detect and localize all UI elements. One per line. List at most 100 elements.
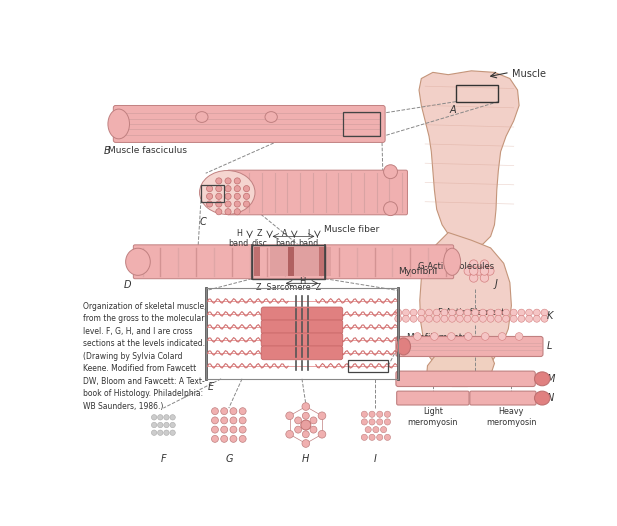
Ellipse shape — [234, 193, 241, 199]
FancyBboxPatch shape — [261, 307, 343, 321]
Ellipse shape — [464, 309, 471, 316]
Ellipse shape — [239, 417, 246, 424]
Ellipse shape — [470, 274, 478, 282]
Ellipse shape — [207, 193, 213, 199]
Ellipse shape — [265, 112, 277, 123]
FancyBboxPatch shape — [114, 106, 385, 143]
Ellipse shape — [441, 315, 448, 322]
Ellipse shape — [225, 209, 231, 215]
Text: F-Actin filament: F-Actin filament — [438, 308, 505, 317]
Text: Myosin filament: Myosin filament — [438, 339, 505, 348]
Ellipse shape — [481, 332, 489, 340]
Ellipse shape — [480, 260, 489, 268]
Text: A
band: A band — [275, 229, 295, 248]
Ellipse shape — [486, 267, 494, 275]
Text: H: H — [302, 454, 310, 464]
Ellipse shape — [207, 186, 213, 191]
Text: Organization of skeletal muscle,
from the gross to the molecular
level. F, G, H,: Organization of skeletal muscle, from th… — [83, 302, 206, 411]
Ellipse shape — [395, 315, 402, 322]
Bar — [288, 247, 294, 276]
Ellipse shape — [541, 315, 548, 322]
Ellipse shape — [479, 309, 486, 316]
Text: G-Actin molecules: G-Actin molecules — [418, 262, 494, 271]
Ellipse shape — [526, 309, 532, 316]
Ellipse shape — [457, 315, 463, 322]
Bar — [343, 112, 379, 136]
Ellipse shape — [230, 417, 237, 424]
Ellipse shape — [212, 436, 218, 442]
Ellipse shape — [157, 422, 163, 428]
Ellipse shape — [457, 309, 463, 316]
Ellipse shape — [526, 315, 532, 322]
Ellipse shape — [413, 332, 421, 340]
Ellipse shape — [234, 201, 241, 207]
Text: A: A — [450, 106, 457, 116]
Ellipse shape — [402, 315, 410, 322]
Text: I: I — [374, 454, 376, 464]
Ellipse shape — [286, 412, 294, 420]
Ellipse shape — [533, 315, 540, 322]
Ellipse shape — [234, 186, 241, 191]
Bar — [270, 247, 300, 276]
FancyBboxPatch shape — [396, 337, 543, 357]
FancyBboxPatch shape — [261, 333, 343, 347]
Ellipse shape — [464, 315, 471, 322]
Ellipse shape — [464, 267, 473, 275]
Ellipse shape — [365, 427, 371, 433]
Ellipse shape — [239, 436, 246, 442]
FancyBboxPatch shape — [470, 391, 536, 405]
Ellipse shape — [441, 309, 448, 316]
Ellipse shape — [470, 267, 478, 275]
Ellipse shape — [384, 165, 397, 179]
Text: Muscle fiber: Muscle fiber — [325, 225, 379, 234]
Ellipse shape — [369, 411, 375, 417]
Ellipse shape — [230, 426, 237, 433]
Text: G: G — [225, 454, 233, 464]
Ellipse shape — [480, 267, 489, 275]
Ellipse shape — [426, 309, 433, 316]
Bar — [205, 288, 398, 379]
Ellipse shape — [151, 430, 157, 436]
Ellipse shape — [487, 309, 494, 316]
Ellipse shape — [216, 178, 222, 184]
Ellipse shape — [216, 193, 222, 199]
Ellipse shape — [433, 315, 440, 322]
FancyBboxPatch shape — [227, 170, 407, 215]
Ellipse shape — [302, 412, 309, 419]
Ellipse shape — [472, 315, 479, 322]
Ellipse shape — [318, 430, 326, 438]
Ellipse shape — [301, 420, 311, 430]
Text: C: C — [199, 217, 206, 227]
Ellipse shape — [410, 309, 417, 316]
Ellipse shape — [302, 431, 309, 438]
Ellipse shape — [444, 248, 460, 275]
FancyBboxPatch shape — [261, 320, 343, 334]
Ellipse shape — [395, 309, 402, 316]
Ellipse shape — [515, 332, 523, 340]
Ellipse shape — [318, 412, 326, 420]
Ellipse shape — [126, 248, 151, 275]
Ellipse shape — [541, 309, 548, 316]
Ellipse shape — [225, 186, 231, 191]
Text: Myofilaments: Myofilaments — [406, 332, 467, 341]
Ellipse shape — [216, 186, 222, 191]
Ellipse shape — [534, 391, 550, 405]
Ellipse shape — [362, 434, 367, 440]
Ellipse shape — [151, 422, 157, 428]
Ellipse shape — [225, 201, 231, 207]
Bar — [456, 85, 499, 102]
Text: Heavy
meromyosin: Heavy meromyosin — [486, 407, 537, 427]
Text: L: L — [547, 341, 552, 351]
Ellipse shape — [449, 309, 455, 316]
Ellipse shape — [418, 315, 424, 322]
Ellipse shape — [196, 112, 208, 123]
Ellipse shape — [510, 315, 517, 322]
Ellipse shape — [199, 170, 255, 215]
Ellipse shape — [221, 426, 228, 433]
Bar — [252, 245, 325, 279]
Ellipse shape — [239, 408, 246, 414]
Text: Muscle fasciculus: Muscle fasciculus — [109, 146, 188, 155]
Text: M: M — [547, 374, 555, 384]
Ellipse shape — [384, 411, 391, 417]
Ellipse shape — [221, 436, 228, 442]
